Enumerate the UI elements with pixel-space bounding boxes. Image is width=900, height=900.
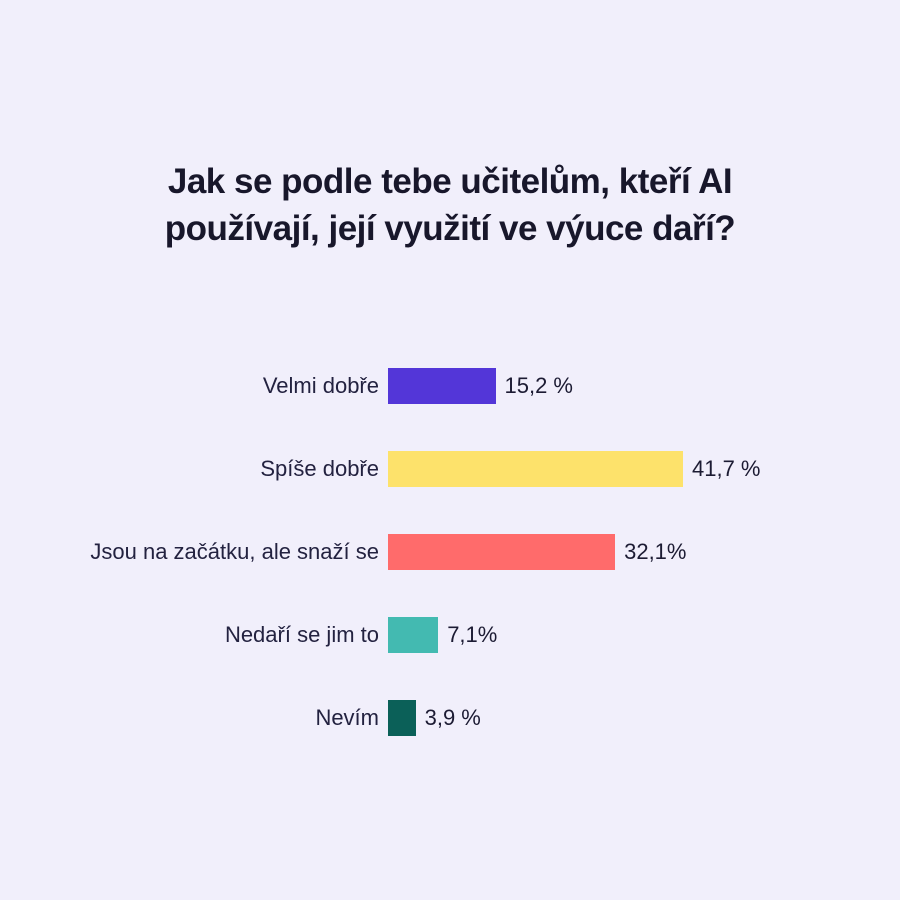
bar-segment [388, 700, 416, 736]
bar-row: Velmi dobře 15,2 % [0, 368, 900, 404]
value-label: 41,7 % [692, 456, 761, 481]
bar-segment [388, 534, 616, 570]
category-label: Spíše dobře [260, 456, 379, 481]
category-label: Nedaří se jim to [224, 622, 379, 647]
bar-row: Nevím 3,9 % [0, 700, 900, 736]
value-label: 32,1% [624, 539, 687, 564]
category-label: Jsou na začátku, ale snaží se [90, 539, 379, 564]
chart-title: Jak se podle tebe učitelům, kteří AI pou… [0, 158, 900, 252]
bar-row: Jsou na začátku, ale snaží se 32,1% [0, 534, 900, 570]
bar-segment [388, 451, 683, 487]
bar-segment [388, 368, 496, 404]
category-label: Nevím [315, 705, 379, 730]
chart-title-line-1: Jak se podle tebe učitelům, kteří AI [167, 162, 733, 201]
chart-title-line-2: používají, její využití ve výuce daří? [164, 209, 736, 248]
bar-row: Spíše dobře 41,7 % [0, 451, 900, 487]
bar-row: Nedaří se jim to 7,1% [0, 617, 900, 653]
bar-chart: Velmi dobře 15,2 % Spíše dobře 41,7 % Jsou n… [0, 368, 900, 736]
bar-segment [388, 617, 439, 653]
value-label: 15,2 % [504, 373, 574, 398]
value-label: 3,9 % [424, 705, 481, 730]
value-label: 7,1% [447, 622, 498, 647]
category-label: Velmi dobře [262, 373, 379, 398]
